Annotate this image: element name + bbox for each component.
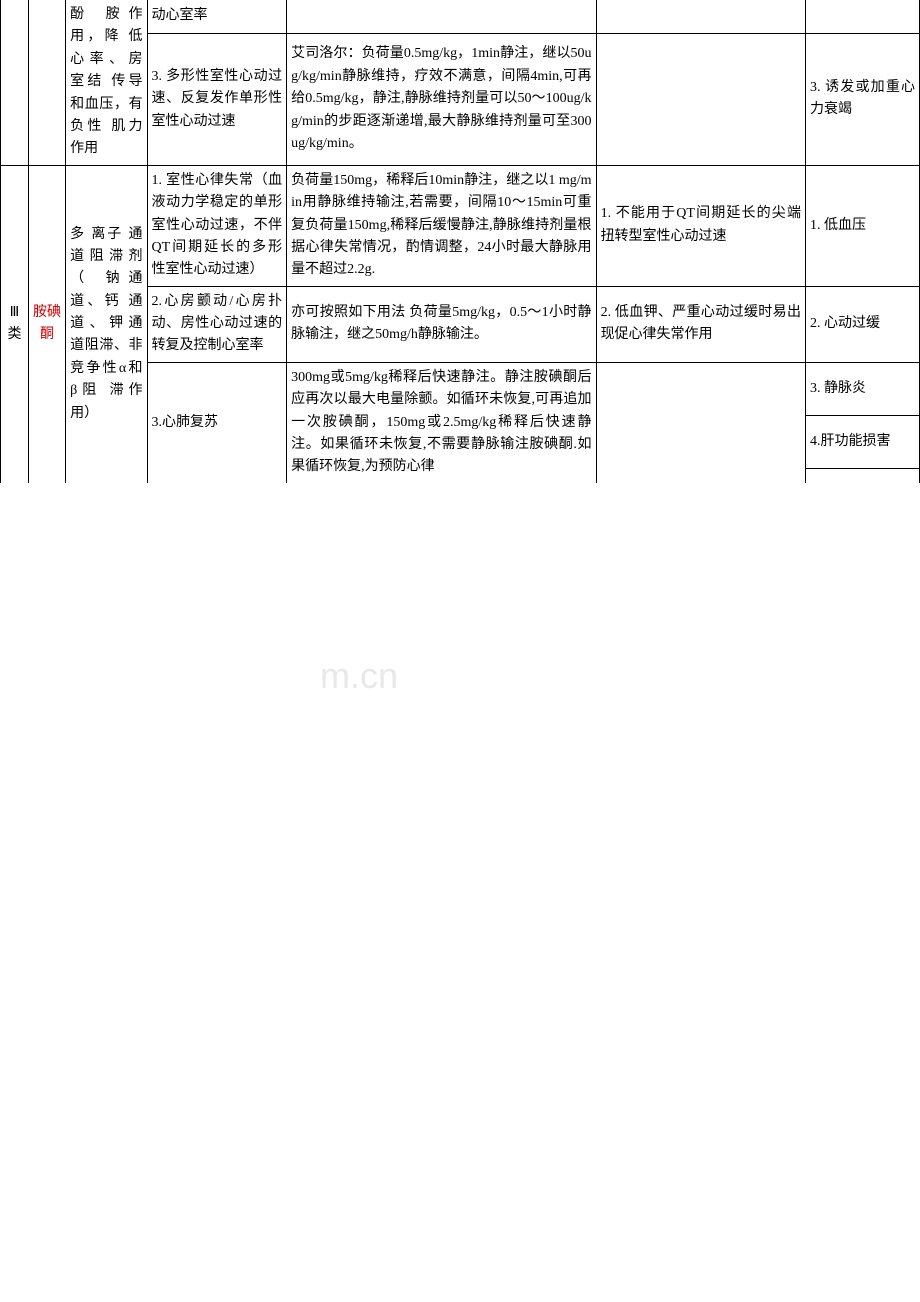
drug-table: 酚 胺作用，降 低心率、房 室结 传导 和血压，有 负性 肌力 作用 动心室率 …	[0, 0, 920, 483]
cell-class: Ⅲ类	[1, 165, 29, 483]
cell-side-effect: 3. 诱发或加重心力衰竭	[805, 34, 919, 166]
cell-indication: 3.心肺复苏	[147, 362, 287, 482]
cell-side-effect: 4.肝功能损害	[805, 415, 919, 468]
cell-contraindication	[596, 34, 805, 166]
cell-side-effect: 3. 静脉炎	[805, 362, 919, 415]
cell-drug: 胺碘酮	[28, 165, 65, 483]
cell-mechanism: 多 离子 通道 阻 滞 剂（ 钠通道、钙 通道、钾通 道阻滞、非 竞争性α和 β…	[66, 165, 147, 483]
watermark-text: m.cn	[320, 655, 398, 697]
cell-side-effect	[805, 468, 919, 482]
cell-side-effect	[805, 0, 919, 34]
cell-usage	[287, 0, 596, 34]
cell-usage: 艾司洛尔：负荷量0.5mg/kg，1min静注，继以50ug/kg/min静脉维…	[287, 34, 596, 166]
cell-contraindication: 2. 低血钾、严重心动过缓时易出现促心律失常作用	[596, 286, 805, 362]
cell-side-effect: 2. 心动过缓	[805, 286, 919, 362]
cell-drug	[28, 0, 65, 165]
cell-indication: 3. 多形性室性心动过速、反复发作单形性室性心动过速	[147, 34, 287, 166]
cell-indication: 动心室率	[147, 0, 287, 34]
cell-usage: 亦可按照如下用法 负荷量5mg/kg，0.5～1小时静脉输注，继之50mg/h静…	[287, 286, 596, 362]
cell-class	[1, 0, 29, 165]
cell-contraindication: 1. 不能用于QT间期延长的尖端扭转型室性心动过速	[596, 165, 805, 286]
table-row: 酚 胺作用，降 低心率、房 室结 传导 和血压，有 负性 肌力 作用 动心室率	[1, 0, 920, 34]
cell-usage: 负荷量150mg，稀释后10min静注，继之以1 mg/min用静脉维持输注,若…	[287, 165, 596, 286]
cell-contraindication	[596, 0, 805, 34]
cell-indication: 2.心房颤动/心房扑动、房性心动过速的转复及控制心室率	[147, 286, 287, 362]
cell-side-effect: 1. 低血压	[805, 165, 919, 286]
table-row: Ⅲ类 胺碘酮 多 离子 通道 阻 滞 剂（ 钠通道、钙 通道、钾通 道阻滞、非 …	[1, 165, 920, 286]
cell-contraindication	[596, 362, 805, 482]
cell-usage: 300mg或5mg/kg稀释后快速静注。静注胺碘酮后应再次以最大电量除颤。如循环…	[287, 362, 596, 482]
cell-mechanism: 酚 胺作用，降 低心率、房 室结 传导 和血压，有 负性 肌力 作用	[66, 0, 147, 165]
cell-indication: 1. 室性心律失常（血液动力学稳定的单形室性心动过速，不伴QT间期延长的多形性室…	[147, 165, 287, 286]
